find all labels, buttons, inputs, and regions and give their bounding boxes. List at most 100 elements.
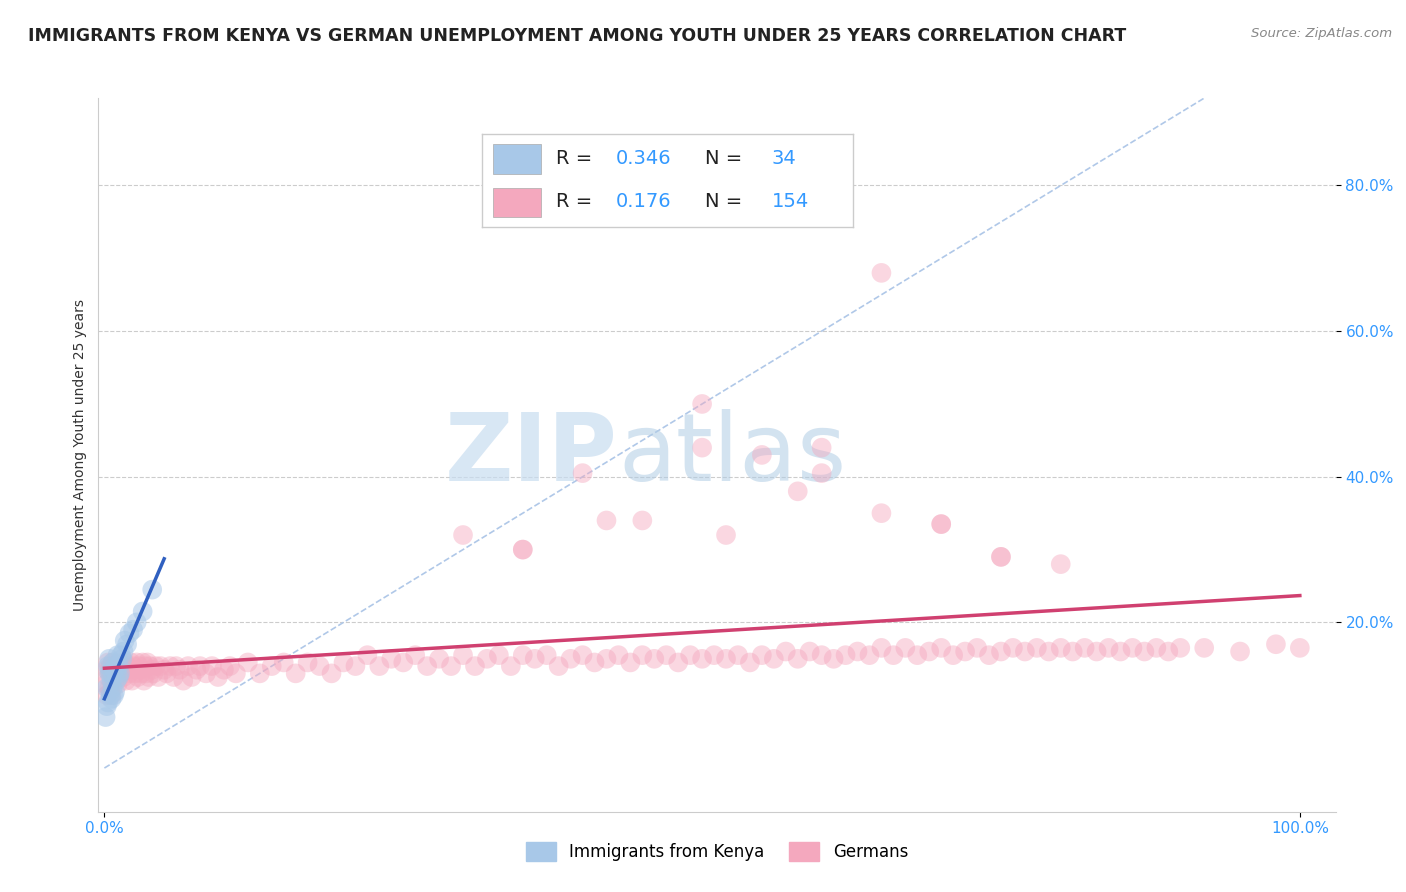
Point xyxy=(107,659,129,673)
Point xyxy=(953,644,976,658)
Point xyxy=(1038,644,1060,658)
Text: 154: 154 xyxy=(772,192,808,211)
Text: atlas: atlas xyxy=(619,409,846,501)
Point xyxy=(751,648,773,662)
Point xyxy=(110,648,132,662)
Point xyxy=(690,397,713,411)
Point xyxy=(260,659,283,673)
Point xyxy=(714,528,737,542)
Point xyxy=(368,659,391,673)
Point xyxy=(977,648,1000,662)
Point xyxy=(104,659,127,673)
Point xyxy=(112,644,135,658)
Point xyxy=(104,670,127,684)
Point xyxy=(97,659,120,673)
Point xyxy=(583,656,606,670)
Point xyxy=(1192,640,1215,655)
Point xyxy=(870,506,893,520)
Point xyxy=(225,666,247,681)
Point xyxy=(810,648,832,662)
Point xyxy=(115,659,138,673)
Point xyxy=(786,652,808,666)
Point xyxy=(631,513,654,527)
Point xyxy=(1229,644,1251,658)
Point xyxy=(98,666,121,681)
Point xyxy=(105,673,128,688)
Point xyxy=(94,710,117,724)
Point xyxy=(129,663,152,677)
Point xyxy=(512,542,534,557)
Point xyxy=(1073,640,1095,655)
Point xyxy=(464,659,486,673)
Point xyxy=(142,666,165,681)
Point xyxy=(153,663,176,677)
Text: 34: 34 xyxy=(772,149,796,169)
Text: R =: R = xyxy=(557,192,592,211)
Point xyxy=(100,666,122,681)
Text: ZIP: ZIP xyxy=(446,409,619,501)
Point xyxy=(332,656,354,670)
Point xyxy=(905,648,928,662)
Point xyxy=(195,666,218,681)
Point xyxy=(571,466,593,480)
Point xyxy=(118,666,141,681)
Point xyxy=(344,659,367,673)
Point xyxy=(870,266,893,280)
Point xyxy=(105,666,128,681)
Point xyxy=(1049,640,1071,655)
Point xyxy=(631,648,654,662)
Point xyxy=(1133,644,1156,658)
Point xyxy=(96,699,118,714)
Point xyxy=(1144,640,1167,655)
Point xyxy=(212,663,235,677)
Point xyxy=(404,648,426,662)
Point xyxy=(1157,644,1180,658)
Point xyxy=(94,677,117,691)
Point xyxy=(96,688,118,702)
Point xyxy=(118,626,141,640)
Point xyxy=(112,670,135,684)
Point xyxy=(98,663,121,677)
Point xyxy=(751,448,773,462)
Point xyxy=(188,659,211,673)
Point xyxy=(440,659,463,673)
Point xyxy=(321,666,343,681)
Text: Source: ZipAtlas.com: Source: ZipAtlas.com xyxy=(1251,27,1392,40)
Point xyxy=(727,648,749,662)
Point xyxy=(1109,644,1132,658)
Point xyxy=(894,640,917,655)
Point xyxy=(128,659,150,673)
Point xyxy=(655,648,678,662)
Point xyxy=(103,688,125,702)
Point xyxy=(666,656,689,670)
Point xyxy=(111,652,134,666)
Point xyxy=(990,644,1012,658)
Point xyxy=(201,659,224,673)
Point xyxy=(159,659,181,673)
Point xyxy=(108,656,131,670)
Point xyxy=(132,673,155,688)
Point xyxy=(121,673,143,688)
Point xyxy=(219,659,242,673)
Point xyxy=(141,663,163,677)
Text: 0.346: 0.346 xyxy=(616,149,671,169)
Point xyxy=(100,673,122,688)
Point xyxy=(571,648,593,662)
Point xyxy=(98,652,121,666)
Point xyxy=(122,659,145,673)
Point xyxy=(100,666,122,681)
Point xyxy=(103,673,125,688)
Point xyxy=(499,659,522,673)
Point xyxy=(131,666,153,681)
Point xyxy=(595,652,617,666)
Point xyxy=(107,670,129,684)
Point xyxy=(134,659,156,673)
Point xyxy=(1001,640,1024,655)
Point xyxy=(127,670,149,684)
Point xyxy=(100,684,122,698)
Point xyxy=(918,644,941,658)
Point xyxy=(882,648,904,662)
Point xyxy=(775,644,797,658)
Point xyxy=(115,637,138,651)
Point xyxy=(120,656,142,670)
